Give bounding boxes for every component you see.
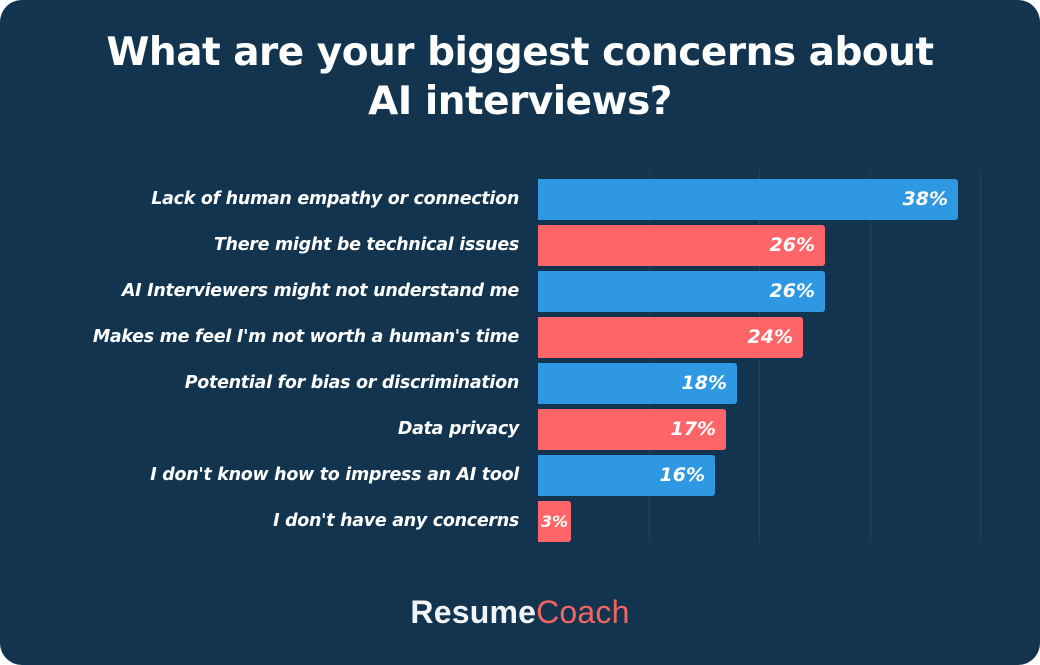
bar: 26% — [538, 271, 825, 312]
category-label: I don't know how to impress an AI tool — [150, 465, 519, 485]
logo-resume: Resume — [410, 594, 537, 630]
bar-value-label: 26% — [769, 234, 815, 256]
category-label: AI Interviewers might not understand me — [121, 281, 519, 301]
brand-logo: ResumeCoach — [0, 594, 1040, 631]
bar: 18% — [538, 363, 737, 404]
bar-value-label: 38% — [902, 188, 948, 210]
bar: 16% — [538, 455, 715, 496]
bar: 26% — [538, 225, 825, 266]
bar-value-label: 17% — [670, 418, 716, 440]
chart-title-line1: What are your biggest concerns about — [106, 30, 934, 75]
category-label: Lack of human empathy or connection — [151, 189, 519, 209]
bar: 38% — [538, 179, 958, 220]
gridline-30 — [870, 170, 871, 542]
category-label: Makes me feel I'm not worth a human's ti… — [92, 327, 519, 347]
category-label: There might be technical issues — [213, 235, 519, 255]
bar: 17% — [538, 409, 726, 450]
category-label: Data privacy — [397, 419, 519, 439]
logo-coach: Coach — [536, 594, 630, 630]
bar-value-label: 16% — [659, 464, 705, 486]
bar: 24% — [538, 317, 803, 358]
bar-value-label: 18% — [681, 372, 727, 394]
bar-value-label: 24% — [747, 326, 793, 348]
category-label: Potential for bias or discrimination — [184, 373, 520, 393]
category-label: I don't have any concerns — [273, 511, 519, 531]
chart-title-line2: AI interviews? — [368, 79, 672, 124]
bar-value-label: 3% — [540, 512, 568, 531]
bar-value-label: 26% — [769, 280, 815, 302]
bar: 3% — [538, 501, 571, 542]
gridline-40 — [980, 170, 981, 542]
chart-title: What are your biggest concerns about AI … — [0, 28, 1040, 126]
